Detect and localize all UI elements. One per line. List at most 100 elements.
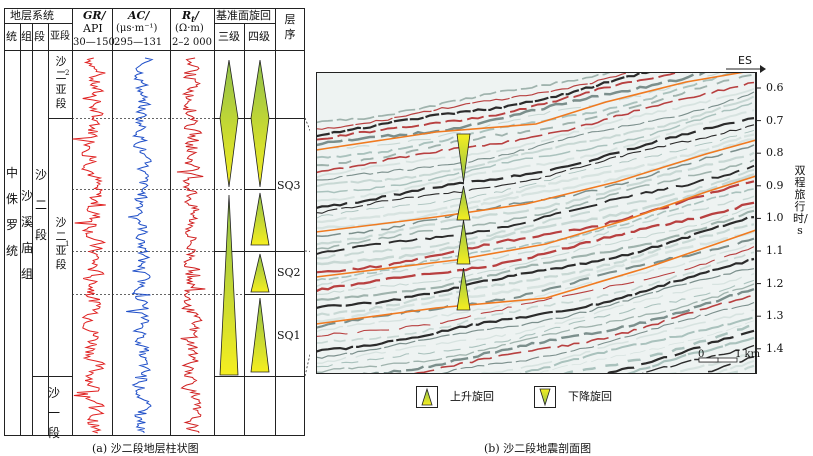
- rt-letter: R: [182, 9, 192, 22]
- reflector-line: [316, 129, 755, 219]
- sequence-label-sq3: SQ3: [277, 179, 301, 192]
- reflector-line: [408, 294, 755, 374]
- reflector-line: [316, 144, 755, 238]
- seismic-section: [316, 72, 756, 374]
- sequence-label-sq1: SQ1: [277, 329, 301, 342]
- reflector-line: [434, 301, 755, 374]
- header-rt-range: 2–2 000: [172, 37, 212, 48]
- header-ac-range: 295—131: [114, 37, 163, 48]
- reflector-line: [316, 173, 755, 266]
- reflector-line: [316, 251, 755, 344]
- gr-log-curve: [72, 57, 107, 434]
- time-tick-label: 0.8: [766, 146, 784, 160]
- time-tick-label: 0.7: [766, 113, 784, 127]
- reflector-line: [316, 223, 755, 317]
- header-third-order: 三级: [218, 30, 240, 43]
- reflector-line: [316, 72, 739, 159]
- reflector-line: [316, 164, 755, 256]
- reflector-line: [316, 195, 755, 288]
- horizon-line: [316, 229, 756, 325]
- header-fourth-order: 四级: [248, 30, 270, 43]
- reflector-line: [316, 283, 755, 373]
- fourth-order-triangle-3: [250, 253, 270, 293]
- fourth-order-triangle-4: [250, 297, 270, 373]
- header-ac-title: AC/: [128, 9, 150, 22]
- horizon-line: [316, 139, 756, 233]
- submember-2-label: 沙二亚段: [55, 55, 67, 110]
- reflector-line: [316, 206, 755, 295]
- direction-arrow: [726, 65, 766, 73]
- reflector-line: [316, 72, 654, 138]
- reflector-line: [316, 72, 682, 141]
- reflector-line: [316, 72, 709, 147]
- reflector-line: [316, 87, 755, 179]
- header-rt-unit: (Ω·m): [175, 23, 204, 34]
- time-tick-label: 1.4: [766, 341, 784, 355]
- reflector-line: [316, 168, 755, 260]
- reflector-line: [316, 133, 755, 224]
- formation-label: 沙溪庙组: [20, 189, 33, 281]
- rt-log-curve: [176, 57, 206, 434]
- reflector-line: [316, 216, 755, 310]
- reflector-line: [316, 268, 755, 359]
- reflector-line: [549, 324, 755, 374]
- strat-column-frame: [4, 8, 310, 436]
- time-axis-title: 双程旅行时/s: [793, 164, 808, 237]
- header-gr-range: 30—150: [73, 37, 115, 48]
- reflector-line: [316, 73, 755, 167]
- cycle-symbols: [219, 59, 270, 376]
- header-strat-system: 地层系统: [10, 9, 54, 22]
- reflector-line: [637, 344, 755, 374]
- submember-2-index: 2: [65, 69, 70, 77]
- reflector-line: [623, 336, 755, 374]
- reflector-line: [696, 356, 755, 374]
- scale-end: 1 km: [735, 349, 761, 360]
- reflector-line: [316, 151, 755, 246]
- seismic-reflectors: [316, 72, 755, 374]
- scale-bar: [698, 357, 738, 363]
- direction-label: ES: [738, 54, 752, 67]
- reflector-line: [316, 188, 755, 282]
- legend-falling-symbol: [534, 386, 556, 408]
- reflector-line: [513, 316, 755, 374]
- reflector-line: [351, 287, 755, 374]
- reflector-line: [316, 279, 755, 368]
- legend: 上升旋回 下降旋回: [416, 386, 656, 408]
- rising-triangle-2: [456, 219, 471, 265]
- reflector-line: [722, 364, 755, 374]
- reflector-line: [316, 117, 755, 210]
- header-sequence: 层序: [284, 13, 296, 41]
- caption-right: (b) 沙二段地震剖面图: [484, 442, 592, 455]
- reflector-line: [316, 209, 755, 302]
- submember-1-index: 1: [65, 240, 70, 248]
- rt-slash: /: [194, 9, 199, 22]
- third-order-diamond-upper: [219, 59, 239, 188]
- third-order-triangle-lower: [219, 194, 239, 376]
- falling-triangle-1: [456, 133, 471, 183]
- reflector-line: [316, 242, 755, 333]
- horizon-line: [316, 72, 750, 151]
- fourth-order-triangle-2: [250, 192, 270, 246]
- header-base-level-cycle: 基准面旋回: [216, 9, 271, 22]
- legend-falling-label: 下降旋回: [568, 390, 612, 403]
- time-tick-label: 1.1: [766, 244, 784, 257]
- reflector-line: [316, 72, 616, 124]
- interpreted-horizons: [316, 72, 756, 325]
- legend-rising-label: 上升旋回: [450, 390, 494, 403]
- sequence-label-sq2: SQ2: [277, 266, 301, 279]
- reflector-line: [316, 246, 755, 337]
- submember-1-label: 沙二亚段: [55, 216, 67, 271]
- time-axis: [756, 72, 761, 374]
- member-sha1-label: 沙 一 段: [47, 386, 60, 440]
- legend-rising-symbol: [416, 386, 438, 408]
- fourth-order-diamond-1: [250, 59, 270, 188]
- reflector-line: [316, 180, 755, 274]
- reflector-line: [316, 91, 755, 181]
- reflector-line: [536, 320, 755, 374]
- reflector-line: [713, 359, 755, 374]
- horizon-line: [316, 175, 756, 278]
- reflector-line: [316, 201, 755, 293]
- time-tick-label: 1.0: [766, 211, 784, 225]
- reflector-line: [316, 124, 755, 214]
- header-ac-unit: (μs·m⁻¹): [116, 23, 158, 34]
